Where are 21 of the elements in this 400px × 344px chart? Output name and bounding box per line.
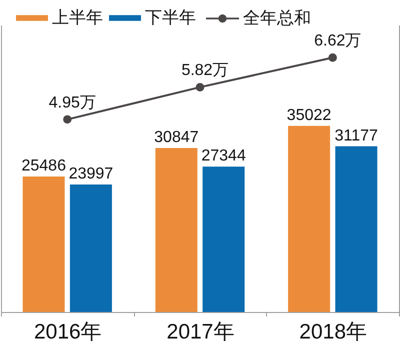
data-label: 4.95万: [48, 94, 96, 112]
data-label: 27344: [201, 148, 246, 165]
bar: [155, 148, 198, 312]
data-label: 30847: [154, 129, 199, 146]
data-label: 35022: [286, 106, 332, 124]
bar: [70, 184, 112, 312]
legend-label: 全年总和: [243, 8, 311, 28]
x-tick-label: 2017年: [166, 320, 234, 344]
bar: [22, 176, 65, 312]
x-tick-label: 2016年: [34, 320, 102, 344]
legend-label: 下半年: [145, 8, 196, 27]
bar: [288, 126, 330, 312]
data-label: 23997: [68, 165, 114, 182]
legend-label: 上半年: [52, 8, 103, 27]
bar: [335, 146, 378, 312]
x-tick-label: 2018年: [299, 320, 368, 344]
data-label: 31177: [334, 127, 378, 144]
data-label: 6.62万: [314, 32, 362, 50]
bar: [202, 166, 245, 312]
data-label: 5.82万: [181, 62, 229, 80]
data-label: 25486: [21, 158, 66, 175]
